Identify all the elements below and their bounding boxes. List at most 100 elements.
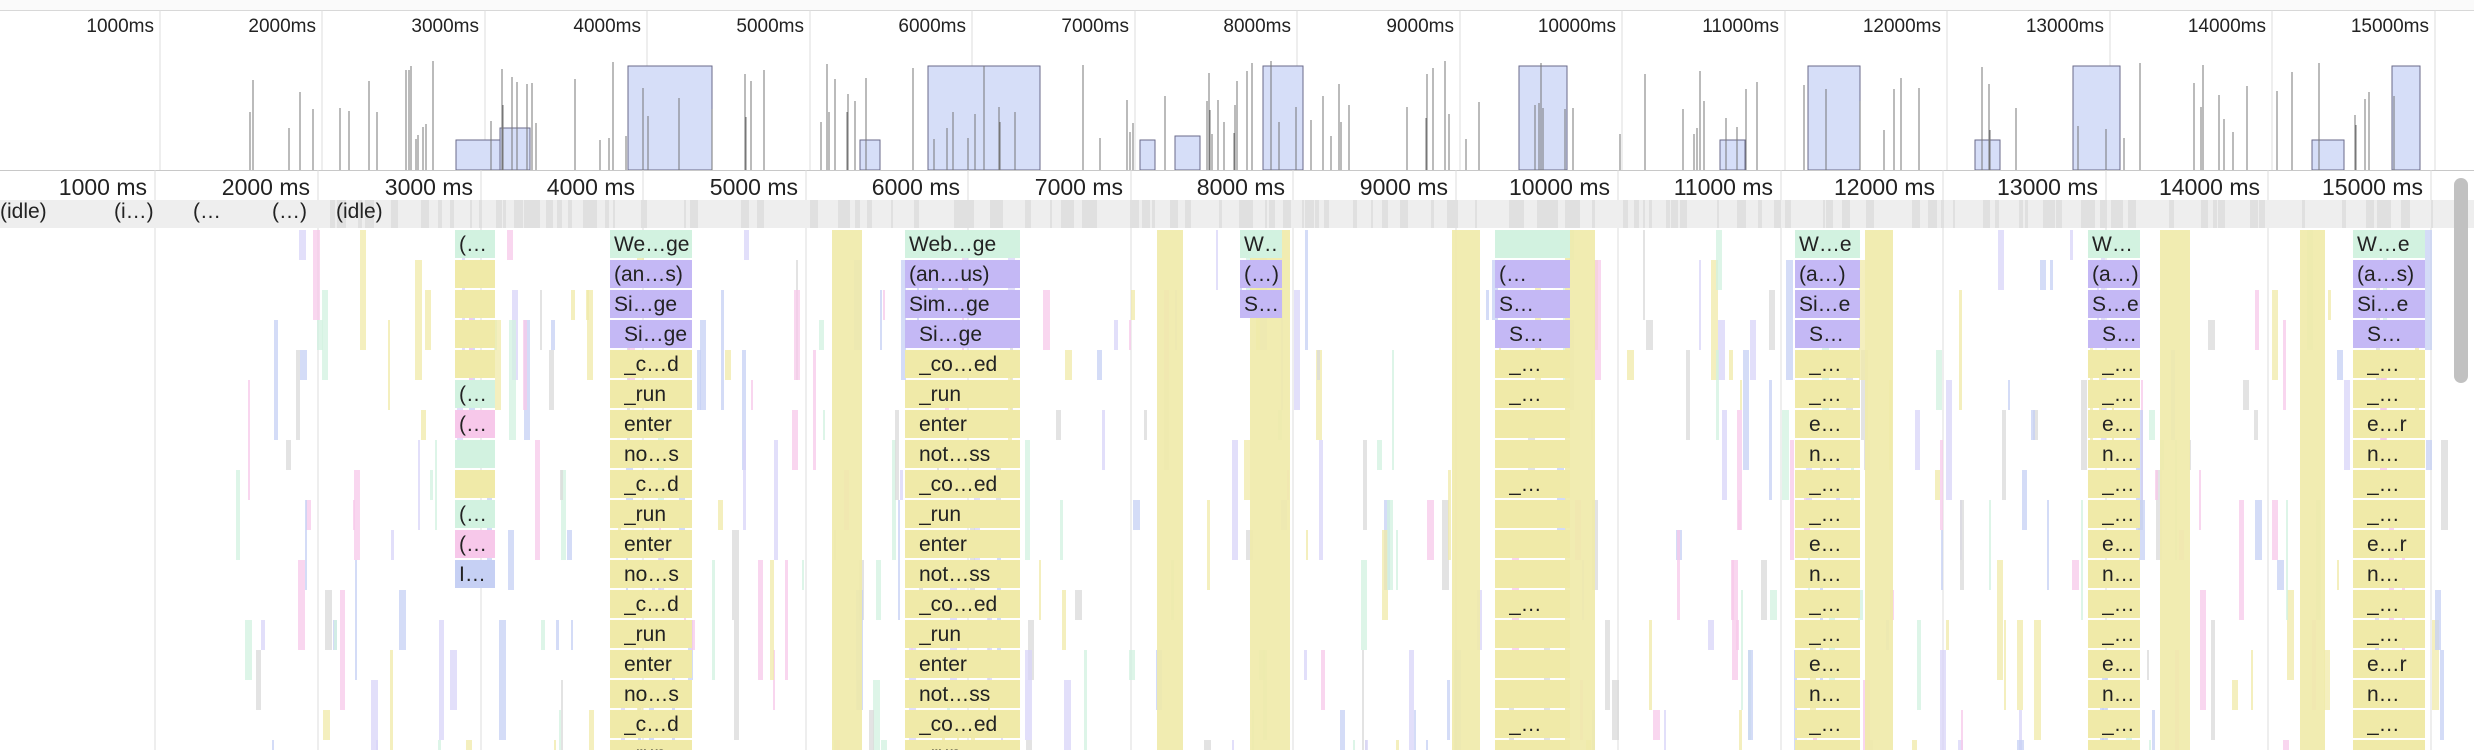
flame-slice[interactable] [2283,740,2289,750]
flame-slice[interactable] [2047,500,2049,590]
flame-slice[interactable] [1935,470,1940,500]
flame-frame[interactable] [905,560,1020,588]
flame-frame[interactable] [455,410,495,438]
flame-slice[interactable] [317,320,323,350]
flame-frame[interactable] [905,290,1020,318]
flame-slice[interactable] [1786,260,1793,380]
idle-label[interactable]: (i…) [114,200,154,223]
flame-slice[interactable] [2081,500,2083,620]
flame-slice[interactable] [2440,650,2444,740]
flame-slice[interactable] [1861,350,1868,440]
flame-slice[interactable] [881,740,887,750]
flame-slice[interactable] [1361,560,1367,650]
flame-frame[interactable] [1495,230,1570,258]
flame-slice[interactable] [1144,410,1147,440]
flame-slice[interactable] [1207,500,1210,590]
flame-slice[interactable] [1761,560,1767,620]
flame-frame[interactable] [2088,530,2140,558]
flame-frame[interactable] [1795,320,1860,348]
flame-slice[interactable] [792,410,798,470]
flame-slice[interactable] [2239,500,2244,620]
flame-slice[interactable] [1486,290,1489,320]
flame-slice[interactable] [1039,560,1041,620]
flame-slice[interactable] [1204,740,1211,750]
flame-slice[interactable] [540,290,542,350]
flame-frame[interactable] [455,530,495,558]
flame-frame[interactable] [905,680,1020,708]
flame-slice[interactable] [700,320,706,410]
flame-frame[interactable] [610,590,692,618]
idle-label[interactable]: (… [193,200,221,223]
flame-slice[interactable] [1060,500,1063,560]
flame-slice[interactable] [2017,620,2023,710]
flame-slice[interactable] [1716,230,1722,290]
flame-frame[interactable] [905,650,1020,678]
flame-slice[interactable] [895,410,899,500]
flame-frame[interactable] [1795,410,1860,438]
flame-slice[interactable] [794,290,800,380]
flame-slice[interactable] [1043,290,1050,350]
flame-slice[interactable] [1232,440,1238,560]
flame-slice[interactable] [2441,440,2448,530]
flame-slice[interactable] [1739,710,1742,750]
flame-frame[interactable] [610,560,692,588]
flame-frame[interactable] [2088,380,2140,408]
flame-slice[interactable] [1409,650,1414,750]
flame-slice[interactable] [1377,440,1382,470]
flame-slice[interactable] [1605,620,1610,710]
flame-slice[interactable] [2324,650,2330,710]
flame-frame[interactable] [610,260,692,288]
flame-slice[interactable] [1915,410,1920,470]
flame-frame[interactable] [1495,410,1570,438]
flame-slice[interactable] [1782,410,1789,500]
flame-slice[interactable] [742,350,746,470]
flame-frame[interactable] [905,710,1020,738]
flame-slice[interactable] [561,470,566,560]
flame-slice[interactable] [439,620,444,740]
flame-slice[interactable] [236,470,240,560]
flame-slice[interactable] [1946,620,1949,650]
flame-slice[interactable] [1917,620,1921,710]
flame-frame[interactable] [1795,740,1860,750]
flame-slice[interactable] [430,470,433,500]
flame-slice[interactable] [1769,290,1775,350]
flame-slice[interactable] [435,440,437,530]
flame-slice[interactable] [1664,710,1666,750]
flame-frame[interactable] [2088,560,2140,588]
flame-slice[interactable] [2432,620,2439,710]
flame-slice[interactable] [1711,260,1718,380]
flame-slice[interactable] [466,740,472,750]
flame-frame[interactable] [1495,350,1570,378]
flame-slice[interactable] [712,560,715,680]
vertical-scrollbar-thumb[interactable] [2454,178,2468,383]
flame-frame[interactable] [610,740,692,750]
flame-slice[interactable] [1940,440,1943,530]
flame-frame[interactable] [455,440,495,468]
flame-frame[interactable] [2088,290,2140,318]
flame-slice[interactable] [388,320,390,410]
flame-slice[interactable] [2255,290,2259,350]
flame-slice[interactable] [325,590,332,650]
flame-slice[interactable] [1305,230,1308,350]
flame-frame[interactable] [455,380,495,408]
flame-slice[interactable] [1649,620,1652,710]
flame-slice[interactable] [334,620,337,650]
flame-slice[interactable] [421,410,426,440]
flame-frame[interactable] [905,530,1020,558]
flame-frame[interactable] [2353,440,2425,468]
flame-frame[interactable] [2353,530,2425,558]
flame-frame[interactable] [1495,590,1570,618]
flame-frame[interactable] [1795,530,1860,558]
flame-frame[interactable] [1795,500,1860,528]
flame-frame[interactable] [610,530,692,558]
flame-frame[interactable] [2353,380,2425,408]
flame-frame[interactable] [1495,530,1570,558]
flame-frame[interactable] [2088,410,2140,438]
flame-slice[interactable] [1442,500,1449,590]
flame-frame[interactable] [455,290,495,318]
flame-frame[interactable] [1795,620,1860,648]
flame-frame[interactable] [905,380,1020,408]
flame-bar[interactable] [1452,230,1480,750]
flame-slice[interactable] [785,560,788,680]
flame-slice[interactable] [391,530,394,560]
